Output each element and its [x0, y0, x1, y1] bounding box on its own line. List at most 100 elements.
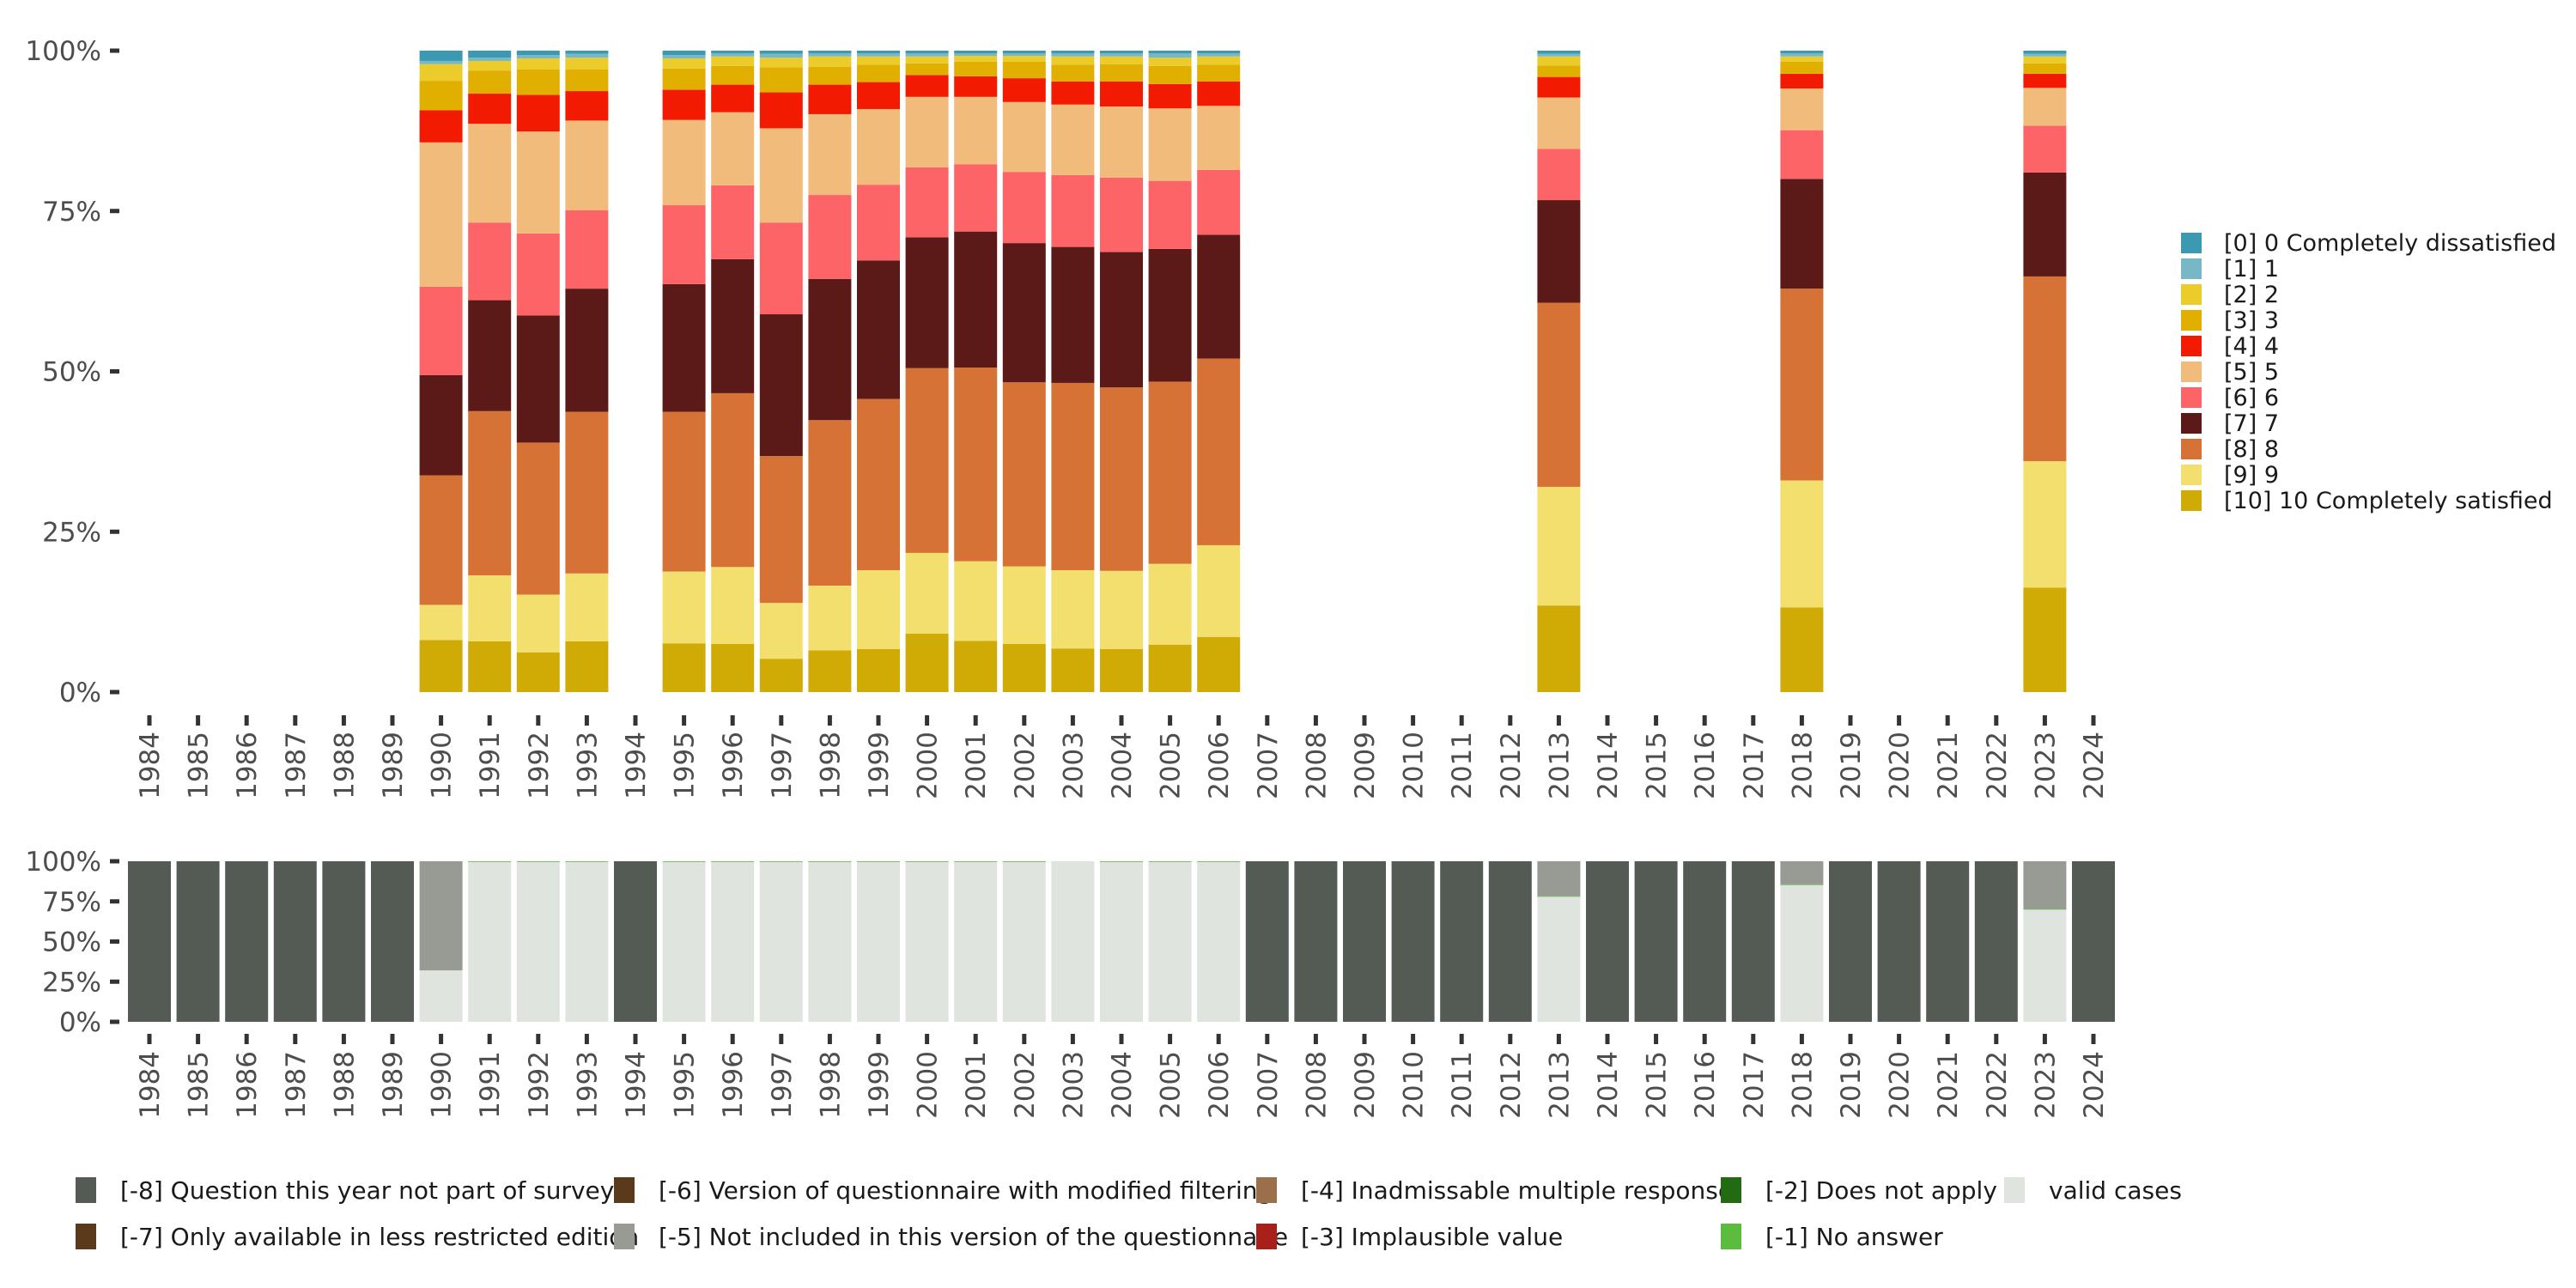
bottom-xtick-mark — [1751, 1034, 1756, 1044]
top-xtick-label: 2011 — [1447, 732, 1478, 799]
legend-label: [8] 8 — [2224, 435, 2280, 463]
bottom-bar-2000 — [905, 861, 949, 1022]
bottom-segment — [1197, 861, 1241, 862]
top-xtick-mark — [584, 715, 589, 726]
bottom-bar-2002 — [1002, 861, 1046, 1022]
top-segment — [1100, 81, 1143, 106]
bottom-xtick-label: 1990 — [427, 1051, 458, 1119]
legend-swatch — [1721, 1177, 1741, 1203]
bottom-xtick-label: 2011 — [1447, 1051, 1478, 1119]
top-segment — [2023, 88, 2067, 126]
top-segment — [1148, 52, 1192, 58]
top-segment — [516, 131, 560, 234]
bottom-segment — [419, 970, 463, 1022]
top-segment — [1100, 64, 1143, 82]
top-segment — [1197, 106, 1241, 170]
top-segment — [759, 53, 803, 58]
bottom-xtick-label: 2019 — [1836, 1051, 1867, 1119]
top-segment — [759, 222, 803, 315]
top-ytick-label: 50% — [42, 357, 101, 388]
top-segment — [905, 634, 949, 692]
top-xtick-mark — [1897, 715, 1902, 726]
bottom-xtick-mark — [779, 1034, 784, 1044]
bottom-ytick-mark — [110, 899, 119, 904]
top-bar-2005 — [1148, 51, 1192, 692]
bottom-xtick-label: 2020 — [1885, 1051, 1916, 1119]
top-segment — [954, 231, 998, 368]
top-xtick-mark — [1654, 715, 1659, 726]
top-segment — [954, 368, 998, 562]
bottom-xtick-mark — [1945, 1034, 1950, 1044]
top-segment — [1780, 52, 1824, 57]
top-segment — [662, 205, 706, 284]
top-segment — [1100, 52, 1143, 57]
bottom-segment — [1197, 861, 1241, 1022]
top-segment — [516, 442, 560, 595]
top-segment — [662, 89, 706, 120]
legend-label: [-7] Only available in less restricted e… — [120, 1222, 640, 1251]
top-segment — [419, 142, 463, 287]
top-xtick-label: 2014 — [1593, 732, 1624, 799]
top-segment — [2023, 276, 2067, 462]
bottom-xtick-mark — [487, 1034, 492, 1044]
top-segment — [905, 237, 949, 368]
top-bar-2006 — [1197, 51, 1241, 692]
bottom-segment — [468, 861, 512, 1022]
bottom-xtick-mark — [1265, 1034, 1270, 1044]
top-segment — [468, 58, 512, 61]
bottom-xtick-mark — [1654, 1034, 1659, 1044]
bottom-bar-1987 — [273, 861, 317, 1022]
top-segment — [2023, 63, 2067, 74]
top-segment — [711, 84, 755, 112]
bottom-segment — [662, 861, 706, 1022]
top-segment — [2023, 51, 2067, 54]
top-xtick-mark — [2091, 715, 2096, 726]
bottom-bar-2021 — [1926, 861, 1970, 1022]
legend-item: [8] 8 — [2181, 435, 2556, 463]
bottom-segment — [322, 861, 366, 1022]
top-xtick-mark — [1070, 715, 1075, 726]
top-segment — [1197, 358, 1241, 545]
top-segment — [1051, 52, 1095, 57]
bottom-ytick-mark — [110, 859, 119, 864]
bottom-bar-2001 — [954, 861, 998, 1022]
top-segment — [1780, 289, 1824, 481]
bottom-xtick-label: 2018 — [1787, 1051, 1818, 1119]
top-xtick-mark — [1556, 715, 1561, 726]
legend-swatch — [2004, 1177, 2025, 1203]
top-segment — [759, 67, 803, 93]
legend-item: [10] 10 Completely satisfied — [2181, 487, 2556, 514]
top-segment — [1537, 53, 1581, 57]
bottom-bar-1986 — [225, 861, 269, 1022]
top-xtick-label: 2024 — [2079, 732, 2110, 799]
bottom-segment — [1780, 884, 1824, 1022]
bottom-xtick-label: 2014 — [1593, 1051, 1624, 1119]
top-xtick-label: 2018 — [1787, 732, 1818, 799]
bottom-xtick-mark — [1848, 1034, 1853, 1044]
top-segment — [905, 56, 949, 64]
legend-item: [-1] No answer — [1721, 1223, 1943, 1251]
top-segment — [1002, 243, 1046, 383]
bottom-segment — [516, 861, 560, 1022]
legend-item: [-5] Not included in this version of the… — [614, 1223, 1288, 1251]
top-xtick-label: 1999 — [864, 732, 895, 799]
top-segment — [1002, 643, 1046, 692]
top-xtick-label: 1992 — [524, 732, 555, 799]
top-xtick-label: 1990 — [427, 732, 458, 799]
bottom-xtick-mark — [1119, 1034, 1124, 1044]
bottom-xtick-label: 2002 — [1010, 1051, 1041, 1119]
bottom-segment — [1780, 861, 1824, 884]
top-segment — [905, 63, 949, 76]
top-segment — [1197, 52, 1241, 57]
top-xtick-label: 1993 — [572, 732, 603, 799]
top-ytick-mark — [110, 369, 119, 374]
legend-swatch — [614, 1177, 635, 1203]
legend-label: [10] 10 Completely satisfied — [2224, 487, 2553, 514]
bottom-bar-1984 — [128, 861, 171, 1022]
top-segment — [565, 573, 609, 641]
bottom-segment — [1148, 861, 1192, 862]
top-segment — [1148, 65, 1192, 84]
top-bar-1992 — [516, 51, 560, 692]
top-segment — [954, 61, 998, 76]
bottom-bar-2014 — [1586, 861, 1629, 1022]
